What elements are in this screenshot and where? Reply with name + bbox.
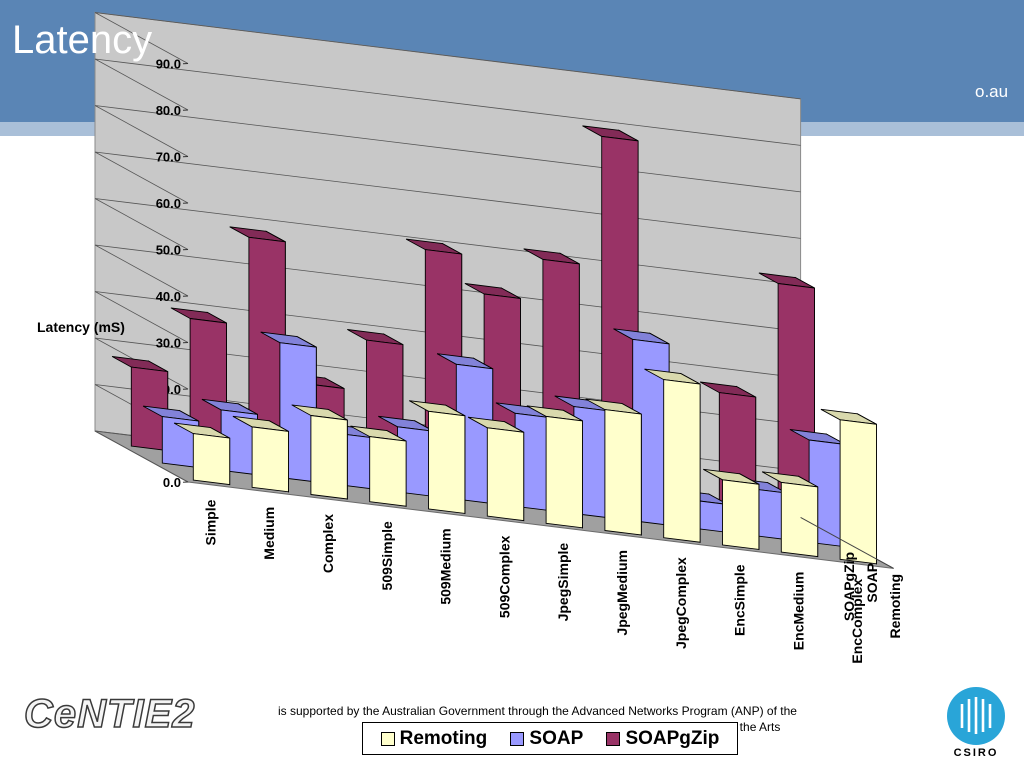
y-tick-label: 40.0 xyxy=(156,289,181,304)
series-axis-label: SOAPgZip xyxy=(841,552,857,621)
x-tick-label: 509Complex xyxy=(496,535,512,618)
y-axis-title: Latency (mS) xyxy=(37,319,125,335)
x-tick-label: JpegSimple xyxy=(555,543,571,622)
centie-logo-text: CeNTIE2 xyxy=(24,692,196,736)
bar-remoting xyxy=(722,479,760,550)
csiro-logo: CSIRO xyxy=(947,687,1005,759)
y-tick-label: 70.0 xyxy=(156,150,181,165)
bar-remoting xyxy=(251,426,289,493)
bar-remoting xyxy=(780,481,819,558)
bar-remoting xyxy=(192,433,231,486)
legend-swatch-soap xyxy=(510,731,525,746)
x-tick-label: 509Medium xyxy=(438,528,454,604)
y-tick-label: 0.0 xyxy=(163,475,181,490)
legend-label-soap: SOAP xyxy=(529,727,584,749)
bar-soap xyxy=(455,363,494,505)
bar-soap xyxy=(632,338,670,526)
bar-remoting xyxy=(604,409,642,536)
x-tick-label: JpegComplex xyxy=(673,557,689,649)
series-axis-label: Remoting xyxy=(887,574,903,639)
bar-remoting xyxy=(663,379,701,543)
y-tick-label: 90.0 xyxy=(156,57,181,72)
bar-remoting xyxy=(545,415,583,529)
x-tick-label: Complex xyxy=(320,514,336,573)
csiro-logo-text: CSIRO xyxy=(954,747,999,759)
gridline xyxy=(94,151,801,239)
centie-logo: CeNTIE2 xyxy=(23,691,196,736)
legend-label-soapgzip: SOAPgZip xyxy=(625,727,720,749)
depth-axis-line xyxy=(800,516,894,569)
x-tick-label: EncComplex xyxy=(849,579,865,664)
x-tick-label: Simple xyxy=(202,499,218,545)
chart-legend: Remoting SOAP SOAPgZip xyxy=(362,722,738,755)
series-axis-label: SOAP xyxy=(864,563,880,603)
x-tick-label: EncMedium xyxy=(790,572,806,651)
y-tick-label: 50.0 xyxy=(156,243,181,258)
bar-remoting xyxy=(369,436,407,507)
x-tick-label: EncSimple xyxy=(732,564,748,636)
bar-remoting xyxy=(310,414,348,500)
gridline xyxy=(94,12,801,100)
bar-soap xyxy=(220,409,258,476)
legend-item-soapgzip: SOAPgZip xyxy=(606,728,719,750)
gridline xyxy=(94,105,801,193)
gridline xyxy=(94,58,801,146)
csiro-logo-mark xyxy=(960,697,992,734)
legend-swatch-soapgzip xyxy=(606,731,621,746)
y-tick-label: 80.0 xyxy=(156,103,181,118)
legend-label-remoting: Remoting xyxy=(399,727,488,749)
slide-title: Latency xyxy=(12,18,153,62)
y-tick-label: 30.0 xyxy=(156,336,181,351)
bar-soap xyxy=(279,342,317,483)
legend-swatch-remoting xyxy=(380,731,395,746)
bar-remoting xyxy=(428,410,466,514)
x-tick-label: Medium xyxy=(261,507,277,560)
bar-remoting xyxy=(839,419,877,565)
header-url: o.au xyxy=(975,82,1009,101)
legend-item-remoting: Remoting xyxy=(380,727,488,750)
footer-line-1: is supported by the Australian Governmen… xyxy=(278,704,797,718)
y-tick-label: 60.0 xyxy=(156,196,181,211)
x-tick-label: JpegMedium xyxy=(614,550,630,636)
legend-item-soap: SOAP xyxy=(510,728,583,750)
x-tick-label: 509Simple xyxy=(379,521,395,590)
bar-remoting xyxy=(486,427,525,522)
